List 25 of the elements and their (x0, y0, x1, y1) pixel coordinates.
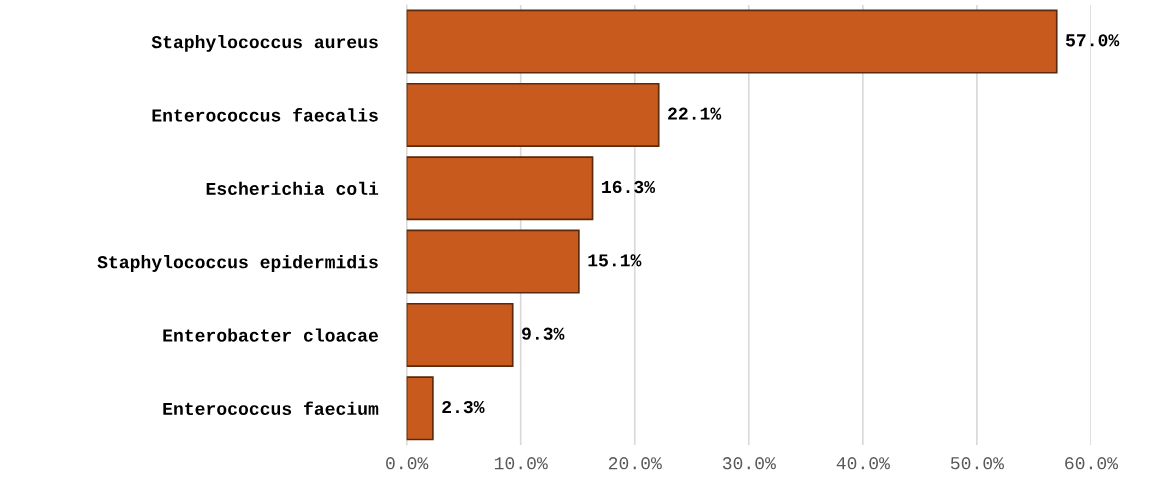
bar (406, 156, 594, 221)
x-tick-label: 30.0% (722, 457, 776, 470)
bar (406, 302, 514, 367)
data-label: 2.3% (442, 400, 485, 414)
y-tick-label: Staphylococcus epidermidis (97, 255, 378, 272)
bar (406, 229, 580, 294)
bar (406, 82, 660, 147)
bar (406, 9, 1058, 74)
x-tick-label: 0.0% (386, 457, 429, 470)
data-label: 15.1% (588, 254, 642, 267)
data-label: 22.1% (668, 107, 722, 120)
y-tick-label: Escherichia coli (206, 181, 379, 195)
bar (406, 376, 434, 441)
x-tick-label: 40.0% (836, 457, 890, 470)
data-label: 57.0% (1065, 34, 1120, 47)
x-tick-label: 10.0% (494, 457, 548, 470)
y-tick-label: Enterococcus faecalis (152, 108, 378, 122)
y-tick-label: Enterococcus faecium (163, 401, 379, 416)
x-tick-label: 50.0% (950, 457, 1004, 470)
x-tick-label: 60.0% (1065, 457, 1119, 470)
y-tick-label: Enterobacter cloacae (163, 328, 378, 342)
y-tick-label: Staphylococcus aureus (151, 35, 378, 52)
data-label: 16.3% (602, 180, 656, 194)
x-tick-label: 20.0% (608, 457, 662, 470)
data-label: 9.3% (522, 327, 565, 340)
